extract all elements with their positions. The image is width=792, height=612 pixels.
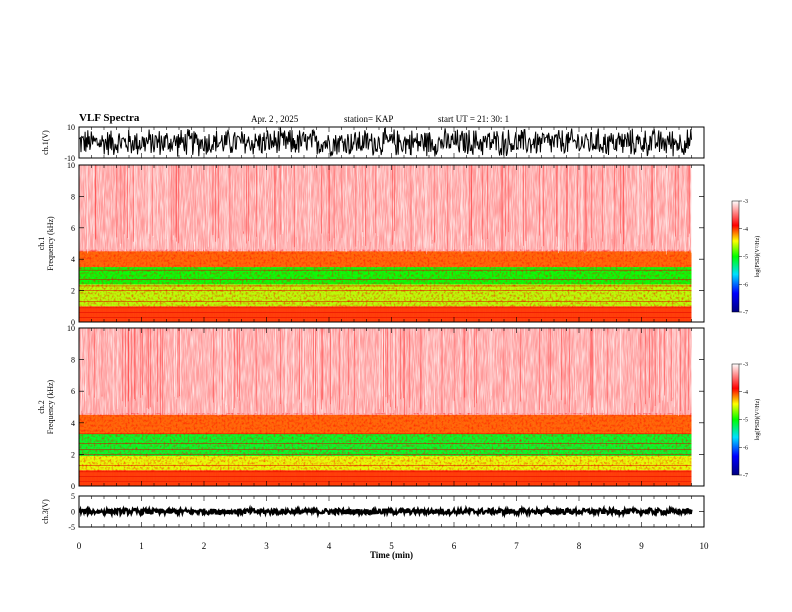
spectrogram-ch1-ytick-label: 10 (67, 161, 75, 170)
spectrogram-ch1-colorbar-tick-label: -7 (743, 310, 748, 316)
spectrogram-ch1-colorbar (731, 200, 740, 313)
spectrogram-ch2-colorbar-tick-label: -3 (743, 362, 748, 368)
spectrogram-ch1-ylabel: Frequency (kHz) (46, 216, 55, 271)
spectrogram-ch2-ylabel: ch.2 (37, 400, 46, 414)
spectrogram-ch1-ytick-label: 8 (71, 192, 75, 201)
xtick-label: 4 (327, 541, 332, 551)
xtick-label: 1 (139, 541, 144, 551)
spectrogram-ch2-ylabel: Frequency (kHz) (46, 379, 55, 434)
spectrogram-ch1-green-texture (79, 267, 692, 285)
spectrogram-ch2-ytick-label: 4 (71, 419, 75, 428)
waveform-ch3-ytick-label: 5 (71, 492, 75, 501)
spectrogram-ch2-ytick-label: 2 (71, 450, 75, 459)
spectrogram-ch2-green-texture (79, 433, 692, 456)
spectrogram-ch2-colorbar (731, 363, 740, 476)
spectrogram-ch2-ytick-label: 6 (71, 387, 75, 396)
spectrogram-ch1-colorbar-tick-label: -3 (743, 199, 748, 205)
spectrogram-ch2-colorbar-label: log(PSD)(V²/Hz) (754, 399, 761, 440)
xtick-label: 0 (77, 541, 82, 551)
chart-title: VLF Spectra (79, 112, 140, 124)
spectrogram-ch2-colorbar-tick-label: -6 (743, 445, 748, 451)
xtick-label: 8 (577, 541, 582, 551)
spectrogram-ch1-ylabel: ch.1 (37, 237, 46, 251)
waveform-ch1-ytick-label: 10 (67, 123, 75, 132)
date-label: Apr. 2 , 2025 (251, 114, 299, 124)
spectrogram-ch1-ytick-label: 6 (71, 224, 75, 233)
station-label: station= KAP (344, 114, 394, 124)
xtick-label: 2 (202, 541, 207, 551)
xtick-label: 9 (639, 541, 644, 551)
xaxis-label: Time (min) (370, 550, 413, 560)
spectrogram-ch2-band (79, 470, 692, 486)
spectrogram-ch1-colorbar-tick-label: -4 (743, 227, 748, 233)
waveform-ch3-trace (78, 504, 693, 519)
spectrogram-ch2-ytick-label: 0 (71, 482, 75, 491)
spectrogram-ch1-colorbar-tick-label: -6 (743, 282, 748, 288)
xtick-label: 5 (389, 541, 394, 551)
spectrogram-ch2-ytick-label: 10 (67, 324, 75, 333)
waveform-ch3-ytick-label: -5 (68, 523, 75, 532)
start-time-label: start UT = 21: 30: 1 (438, 114, 510, 124)
spectrogram-ch2-colorbar-tick-label: -7 (743, 473, 748, 479)
spectrogram-ch1-colorbar-tick-label: -5 (743, 255, 748, 261)
xtick-label: 7 (514, 541, 519, 551)
spectrogram-ch1-ytick-label: 4 (71, 255, 75, 264)
spectrogram-ch2-colorbar-tick-label: -5 (743, 418, 748, 424)
waveform-ch3-ytick-label: 0 (71, 508, 75, 517)
waveform-ch3-ylabel: ch.3(V) (41, 499, 50, 524)
spectrogram-ch2-ytick-label: 8 (71, 356, 75, 365)
spectrogram-ch2-colorbar-tick-label: -4 (743, 390, 748, 396)
xtick-label: 6 (452, 541, 457, 551)
spectrogram-ch1-colorbar-label: log(PSD)(V²/Hz) (754, 236, 761, 277)
waveform-ch1-ytick-label: -10 (64, 154, 75, 163)
spectrogram-ch1-ytick-label: 2 (71, 287, 75, 296)
waveform-ch1-ylabel: ch.1(V) (41, 130, 50, 155)
spectrogram-ch1-ytick-label: 0 (71, 318, 75, 327)
spectrogram-ch1-band (79, 306, 692, 322)
xtick-label: 10 (700, 541, 710, 551)
waveform-ch1-trace (78, 127, 692, 157)
xtick-label: 3 (264, 541, 269, 551)
